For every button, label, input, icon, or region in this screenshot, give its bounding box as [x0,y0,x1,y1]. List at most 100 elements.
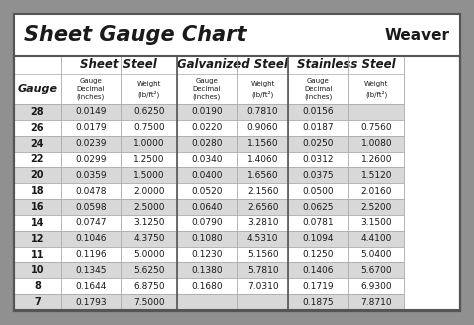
Bar [237,167,288,183]
Bar [288,151,348,167]
Text: (inches): (inches) [77,93,105,100]
Bar [61,199,121,215]
Text: 0.6250: 0.6250 [133,108,164,116]
Bar [177,231,237,247]
Text: Sheet Gauge Chart: Sheet Gauge Chart [24,25,246,45]
Bar [177,263,237,278]
Bar [177,167,237,183]
Text: 7.5000: 7.5000 [133,298,165,306]
Text: 0.0747: 0.0747 [75,218,107,227]
Text: 1.0080: 1.0080 [361,139,392,148]
Bar [348,183,404,199]
Text: 20: 20 [31,170,44,180]
Text: 14: 14 [31,218,44,228]
Bar [14,247,61,263]
Text: 4.5310: 4.5310 [247,234,278,243]
Bar [121,104,177,120]
Bar [14,136,61,151]
Text: 0.7810: 0.7810 [247,108,278,116]
Bar [121,136,177,151]
Bar [14,199,61,215]
Text: 1.0000: 1.0000 [133,139,165,148]
Bar [237,120,288,136]
Text: 0.1094: 0.1094 [302,234,334,243]
Bar [61,120,121,136]
Bar [121,74,177,104]
Text: 3.2810: 3.2810 [247,218,278,227]
Bar [121,231,177,247]
Text: 26: 26 [31,123,44,133]
Text: 0.0400: 0.0400 [191,171,223,180]
Bar [177,74,237,104]
Bar [177,199,237,215]
Bar [61,278,121,294]
Text: Stainless Steel: Stainless Steel [297,58,396,72]
Text: (lb/ft²): (lb/ft²) [138,90,160,98]
Text: Gauge: Gauge [195,79,218,84]
Bar [288,199,348,215]
Bar [177,136,237,151]
Bar [14,104,61,120]
Text: 3.1250: 3.1250 [133,218,164,227]
Text: 2.5000: 2.5000 [133,202,164,212]
Text: 3.1500: 3.1500 [361,218,392,227]
Text: 0.0790: 0.0790 [191,218,223,227]
Text: 0.1046: 0.1046 [75,234,107,243]
Bar [61,294,121,310]
Bar [288,231,348,247]
Text: 22: 22 [31,154,44,164]
Bar [237,74,288,104]
Text: 0.1644: 0.1644 [75,282,107,291]
Text: 2.0160: 2.0160 [361,187,392,196]
Text: 5.1560: 5.1560 [247,250,278,259]
Bar [61,183,121,199]
Text: 11: 11 [31,250,44,260]
Text: Weaver: Weaver [385,28,450,43]
Bar [121,263,177,278]
Bar [288,215,348,231]
Text: 5.6700: 5.6700 [361,266,392,275]
Bar [288,278,348,294]
Bar [14,56,61,104]
Bar [61,104,121,120]
Bar [288,120,348,136]
Bar [177,294,237,310]
Text: 0.0478: 0.0478 [75,187,107,196]
Bar [237,104,288,120]
Text: 1.5000: 1.5000 [133,171,165,180]
Text: 0.9060: 0.9060 [247,123,278,132]
Text: 0.0190: 0.0190 [191,108,223,116]
Bar [121,120,177,136]
Text: 0.1345: 0.1345 [75,266,107,275]
Text: 0.0625: 0.0625 [302,202,334,212]
Text: 0.1380: 0.1380 [191,266,223,275]
Text: 0.1250: 0.1250 [302,250,334,259]
Text: 2.1560: 2.1560 [247,187,278,196]
Text: Galvanized Steel: Galvanized Steel [177,58,288,72]
Bar [61,151,121,167]
Bar [237,294,288,310]
Bar [14,215,61,231]
Bar [14,263,61,278]
Bar [288,247,348,263]
Text: 0.1875: 0.1875 [302,298,334,306]
Text: 24: 24 [31,139,44,149]
Text: 6.8750: 6.8750 [133,282,165,291]
Bar [237,263,288,278]
Bar [177,104,237,120]
Bar [121,215,177,231]
Text: 0.0640: 0.0640 [191,202,223,212]
Text: 0.1793: 0.1793 [75,298,107,306]
Text: Weight: Weight [364,81,389,87]
Text: 12: 12 [31,234,44,244]
Bar [237,199,288,215]
Bar [14,183,61,199]
Text: 0.0179: 0.0179 [75,123,107,132]
Text: 0.0187: 0.0187 [302,123,334,132]
Bar [14,120,61,136]
Bar [14,231,61,247]
Text: 2.6560: 2.6560 [247,202,278,212]
Bar [348,263,404,278]
Text: Decimal: Decimal [77,86,105,92]
Text: 0.1080: 0.1080 [191,234,223,243]
